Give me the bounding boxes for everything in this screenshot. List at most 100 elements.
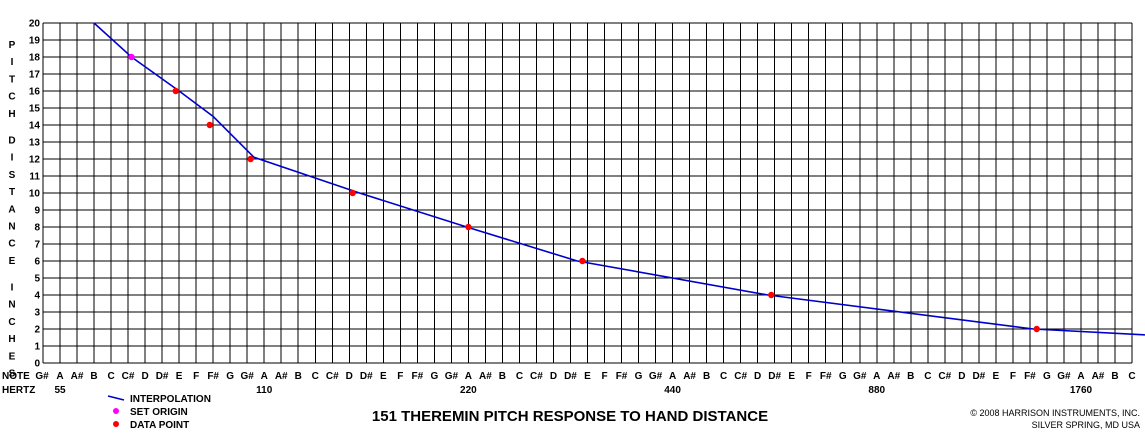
y-tick-label: 6 [34,257,40,268]
note-tick-label: F [193,371,199,382]
y-tick-label: 4 [34,291,40,302]
note-tick-label: D# [360,371,373,382]
y-axis-label-letter: P [9,40,16,51]
note-tick-label: F [1010,371,1016,382]
y-tick-label: 3 [34,308,40,319]
y-axis-label-letter: N [8,221,15,232]
note-tick-label: D# [972,371,985,382]
note-tick-label: C [516,371,523,382]
y-axis-label-letter: S [9,369,16,380]
note-tick-label: G [635,371,643,382]
note-row-label: NOTE [2,371,30,382]
note-tick-label: E [993,371,1000,382]
hertz-tick-label: 110 [256,385,273,396]
note-tick-label: E [176,371,183,382]
y-tick-label: 19 [29,36,41,47]
hertz-tick-label: 880 [868,385,885,396]
note-tick-label: B [295,371,302,382]
set-origin-point [128,53,135,61]
note-tick-label: D [550,371,557,382]
note-tick-label: D [346,371,353,382]
hertz-row-label: HERTZ [2,385,35,396]
note-tick-label: A [261,371,268,382]
note-tick-label: B [907,371,914,382]
y-tick-label: 9 [34,206,40,217]
note-tick-label: D# [564,371,577,382]
y-axis-label-letter: T [9,74,15,85]
note-tick-label: B [90,371,97,382]
y-axis-label-letter: I [11,283,14,294]
note-tick-label: A# [1092,371,1105,382]
note-tick-label: B [703,371,710,382]
y-axis-label-letter: C [8,239,15,250]
chart-grid [42,22,1133,364]
y-tick-label: 10 [29,189,41,200]
chart-legend: INTERPOLATION SET ORIGIN DATA POINT [107,394,211,431]
y-tick-label: 14 [29,121,41,132]
note-tick-label: C# [734,371,747,382]
legend-interpolation-swatch [107,395,125,401]
note-tick-label: C [107,371,114,382]
note-tick-label: A# [887,371,900,382]
data-point [247,155,254,163]
hertz-tick-label: 220 [460,385,477,396]
note-tick-label: F# [207,371,219,382]
data-point [349,189,356,197]
y-tick-label: 13 [29,138,41,149]
note-tick-label: F# [412,371,424,382]
data-point [768,291,775,299]
note-tick-label: C# [326,371,339,382]
note-tick-label: C [720,371,727,382]
note-tick-label: A# [479,371,492,382]
y-tick-label: 0 [34,359,40,370]
note-tick-label: C [924,371,931,382]
y-axis-label-letter: I [11,153,14,164]
y-tick-label: 16 [29,87,41,98]
credit-line-1: © 2008 HARRISON INSTRUMENTS, INC. [970,408,1140,418]
note-tick-label: A [465,371,472,382]
credit-line-2: SILVER SPRING, MD USA [1032,420,1140,430]
y-axis-label-letter: A [8,204,15,215]
note-tick-label: A# [275,371,288,382]
note-tick-label: E [584,371,591,382]
y-axis-label-letter: E [9,256,16,267]
note-tick-label: A [1077,371,1084,382]
note-tick-label: B [499,371,506,382]
note-tick-label: G# [35,371,49,382]
y-tick-label: 12 [29,155,41,166]
interpolation-line [93,22,1145,336]
note-tick-label: G# [1057,371,1071,382]
note-tick-label: D [958,371,965,382]
y-tick-label: 11 [29,172,40,183]
data-point [465,223,472,231]
hertz-tick-label: 440 [664,385,681,396]
legend-label: SET ORIGIN [130,407,188,418]
note-tick-label: A [873,371,880,382]
y-axis-label-letter: N [8,300,15,311]
y-axis-label-letter: C [8,317,15,328]
y-tick-label: 2 [34,325,40,336]
note-tick-label: F# [1024,371,1036,382]
note-tick-label: C [312,371,319,382]
note-tick-label: E [788,371,795,382]
y-axis-label-letter: H [8,109,15,120]
note-tick-label: F [806,371,812,382]
note-tick-label: C# [530,371,543,382]
note-tick-label: C# [938,371,951,382]
note-tick-label: C [1128,371,1135,382]
note-tick-label: D [141,371,148,382]
chart-title: 151 THEREMIN PITCH RESPONSE TO HAND DIST… [372,408,768,425]
data-point [206,121,213,129]
note-tick-label: E [380,371,387,382]
note-tick-label: G [430,371,438,382]
note-tick-label: G [1043,371,1051,382]
y-axis-label-letter: E [9,351,16,362]
note-tick-label: G [839,371,847,382]
y-tick-label: 18 [29,53,41,64]
chart-series [93,22,1145,336]
hertz-tick-label: 55 [54,385,66,396]
note-tick-label: D [754,371,761,382]
